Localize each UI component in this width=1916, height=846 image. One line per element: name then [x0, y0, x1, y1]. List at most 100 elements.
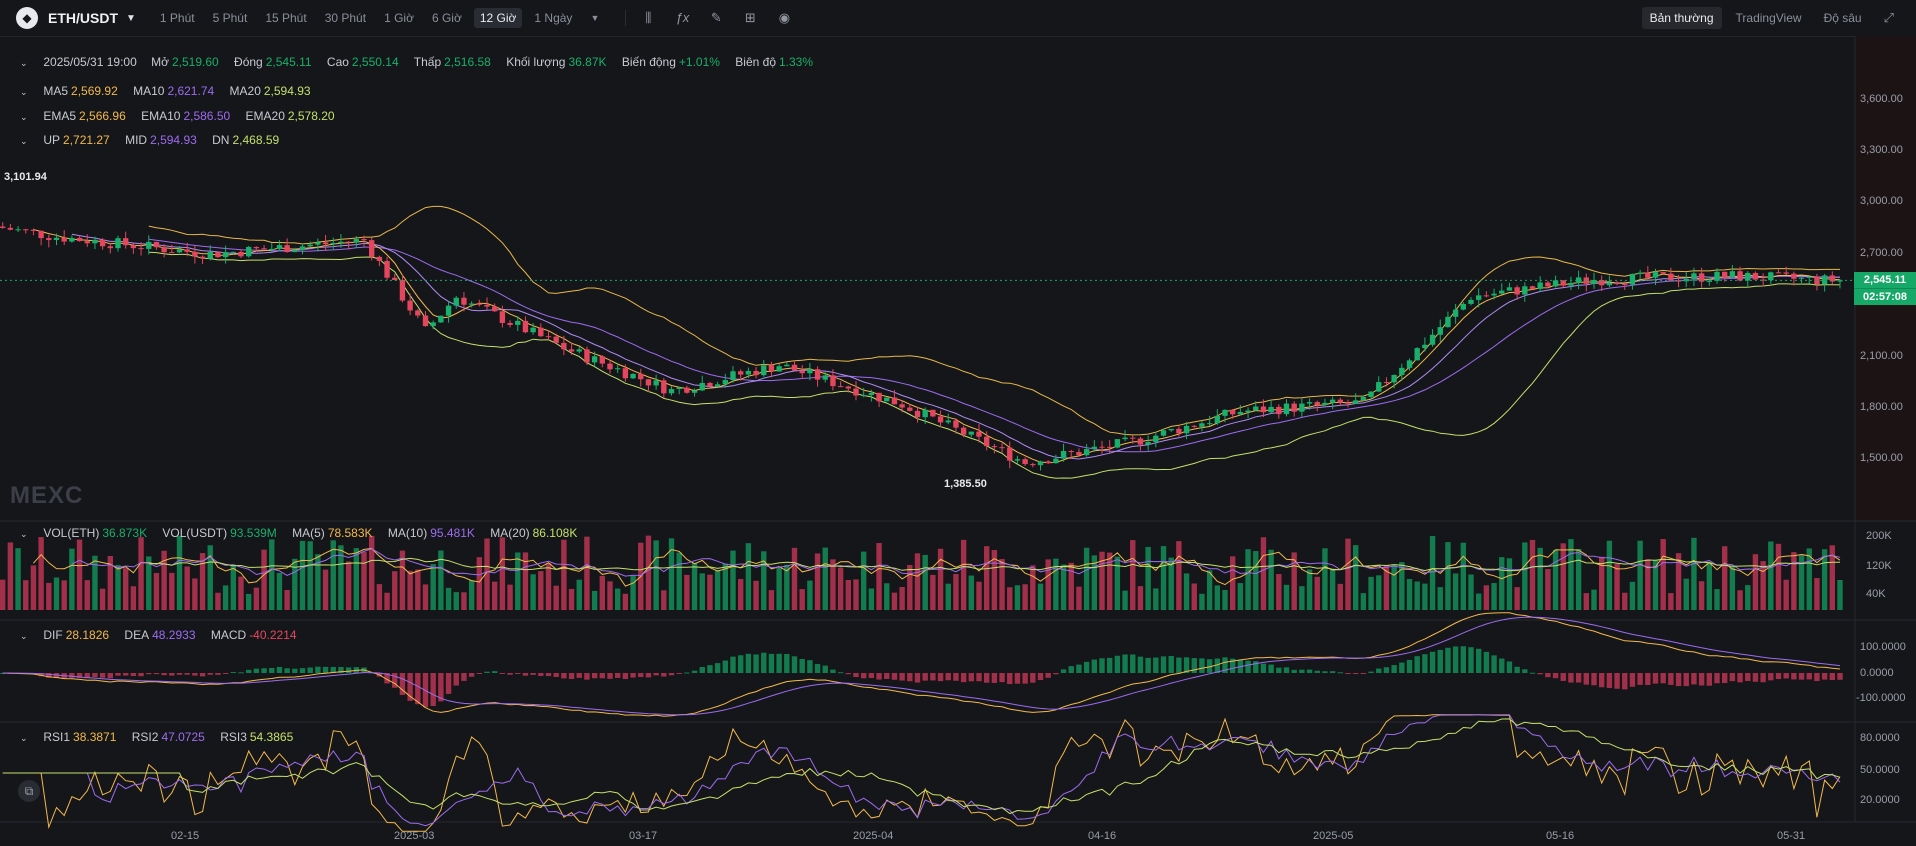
candle-body	[1614, 282, 1620, 285]
macd-histogram-bar	[1337, 672, 1344, 674]
macd-histogram-bar	[914, 673, 921, 683]
rsi2-line	[2, 714, 1841, 827]
macd-histogram-bar	[184, 673, 190, 675]
timeframe-5m[interactable]: 5 Phút	[212, 11, 248, 25]
macd-histogram-bar	[1314, 670, 1320, 673]
macd-histogram-bar	[714, 663, 721, 673]
macd-histogram-bar	[315, 666, 321, 673]
volume-bar	[1283, 584, 1290, 610]
collapse-chevron-icon[interactable]: ⌄	[20, 87, 28, 97]
macd-histogram-bar	[984, 673, 990, 683]
collapse-chevron-icon[interactable]: ⌄	[20, 733, 28, 743]
candle-body	[15, 229, 21, 231]
pair-selector[interactable]: ETH/USDT	[48, 10, 118, 26]
view-standard[interactable]: Bản thường	[1641, 7, 1722, 29]
volume-bar	[684, 574, 690, 610]
volume-bar	[599, 575, 606, 610]
timeframe-6h[interactable]: 6 Giờ	[431, 11, 462, 25]
camera-icon[interactable]: ◉	[778, 10, 791, 25]
macd-histogram-bar	[1014, 673, 1021, 684]
macd-histogram-bar	[1499, 658, 1505, 673]
volume-bar	[730, 550, 736, 610]
candle-body	[1360, 396, 1367, 401]
volume-bar	[814, 553, 821, 610]
timeframe-12h[interactable]: 12 Giờ	[473, 8, 523, 28]
volume-bar	[1722, 546, 1728, 610]
collapse-chevron-icon[interactable]: ⌄	[20, 58, 28, 68]
macd-histogram-bar	[1045, 673, 1051, 678]
volume-bar	[153, 573, 160, 610]
candle-body	[914, 410, 921, 418]
snapshot-icon[interactable]: ⧉	[18, 780, 40, 802]
timeframe-1h[interactable]: 1 Giờ	[384, 11, 414, 25]
volume-bar	[1691, 537, 1697, 610]
volume-bar	[276, 572, 283, 610]
macd-histogram-bar	[299, 668, 306, 673]
view-depth[interactable]: Độ sâu	[1823, 11, 1862, 25]
candle-body	[1629, 273, 1636, 285]
candle-body	[92, 239, 98, 244]
volume-bar	[353, 548, 360, 610]
collapse-chevron-icon[interactable]: ⌄	[20, 631, 28, 641]
candle-body	[907, 407, 913, 411]
collapse-chevron-icon[interactable]: ⌄	[20, 136, 28, 146]
volume-bar	[1114, 556, 1121, 610]
collapse-chevron-icon[interactable]: ⌄	[20, 112, 28, 122]
candle-body	[1176, 428, 1182, 434]
fullscreen-icon[interactable]: ⤢	[1883, 10, 1894, 25]
timeframe-15m[interactable]: 15 Phút	[265, 11, 307, 25]
price-axis-label: 2,700.00	[1860, 247, 1903, 259]
eth-logo-icon: ◆	[16, 7, 38, 29]
volume-bar	[561, 539, 567, 610]
macd-histogram-bar	[1637, 673, 1643, 685]
macd-histogram-bar	[545, 673, 552, 677]
candle-body	[1007, 447, 1013, 461]
indicator-fx-icon[interactable]: ƒx	[675, 10, 690, 25]
view-tradingview[interactable]: TradingView	[1735, 11, 1802, 25]
candle-body	[684, 387, 690, 393]
macd-histogram-bar	[69, 673, 75, 678]
timeframe-30m[interactable]: 30 Phút	[324, 11, 367, 25]
macd-histogram-bar	[1083, 661, 1090, 673]
macd-histogram-bar	[1037, 673, 1044, 681]
macd-histogram-bar	[1007, 673, 1013, 685]
candle-body	[1591, 279, 1597, 284]
chart-tools: ⫼ ƒx ✎ ⊞ ◉	[625, 10, 810, 26]
macd-histogram-bar	[1775, 673, 1782, 680]
volume-bar	[1206, 570, 1213, 610]
macd-histogram-bar	[591, 673, 598, 679]
candle-body	[1499, 290, 1505, 294]
macd-histogram-bar	[1760, 673, 1766, 683]
volume-bar	[1368, 576, 1374, 610]
volume-axis-label: 40K	[1866, 588, 1886, 600]
collapse-chevron-icon[interactable]: ⌄	[20, 529, 28, 539]
candle-body	[1483, 295, 1490, 297]
pair-dropdown-icon[interactable]: ▼	[126, 12, 136, 24]
macd-histogram-bar	[515, 673, 521, 674]
layout-grid-icon[interactable]: ⊞	[744, 10, 756, 25]
timeframe-more-icon[interactable]: ▼	[590, 13, 600, 23]
candle-body	[707, 382, 713, 387]
macd-histogram-bar	[730, 656, 736, 673]
candle-body	[791, 364, 798, 371]
macd-histogram-bar	[1199, 658, 1205, 673]
volume-bar	[1798, 555, 1805, 610]
macd-histogram-bar	[445, 673, 452, 694]
macd-histogram-bar	[453, 673, 459, 686]
volume-bar	[853, 579, 859, 610]
macd-histogram-bar	[1130, 654, 1136, 673]
volume-bar	[292, 558, 298, 610]
macd-histogram-bar	[553, 673, 559, 677]
timeframe-1d[interactable]: 1 Ngày	[534, 11, 573, 25]
draw-pencil-icon[interactable]: ✎	[710, 10, 722, 25]
volume-bar	[1237, 583, 1244, 610]
macd-histogram-bar	[1414, 656, 1420, 673]
candle-body	[492, 306, 498, 312]
timeframe-1m[interactable]: 1 Phút	[159, 11, 195, 25]
volume-bar	[653, 540, 659, 610]
volume-bar	[299, 540, 306, 610]
candle-body	[1337, 399, 1344, 403]
candle-body	[1752, 272, 1759, 280]
candle-type-icon[interactable]: ⫼	[645, 10, 652, 25]
